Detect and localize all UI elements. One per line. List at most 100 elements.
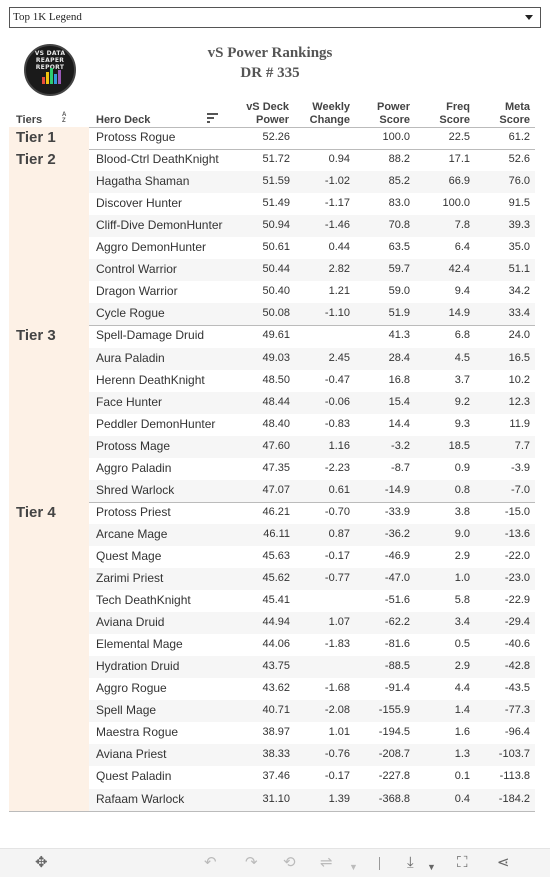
chevron-down-icon[interactable] xyxy=(525,15,533,20)
power-score-cell: 59.7 xyxy=(388,263,410,276)
deck-name: Protoss Priest xyxy=(96,504,171,519)
table-row[interactable]: Rafaam Warlock 31.10 1.39 -368.8 0.4 -184.2 xyxy=(89,788,535,811)
table-row[interactable]: Quest Mage 45.63 -0.17 -46.9 2.9 -22.0 xyxy=(89,546,535,568)
redo-icon[interactable]: ↷ xyxy=(245,854,258,871)
tier-divider xyxy=(9,501,535,503)
table-row[interactable]: Protoss Mage 47.60 1.16 -3.2 18.5 7.7 xyxy=(89,435,535,458)
deck-power-cell: 49.61 xyxy=(262,329,290,342)
tier-divider xyxy=(9,325,535,327)
table-row[interactable]: Herenn DeathKnight 48.50 -0.47 16.8 3.7 10.2 xyxy=(89,370,535,392)
header-hero-deck[interactable]: Hero Deck xyxy=(96,114,151,126)
table-row[interactable]: Control Warrior 50.44 2.82 59.7 42.4 51.1 xyxy=(89,259,535,282)
table-row[interactable]: Cycle Rogue 50.08 -1.10 51.9 14.9 33.4 xyxy=(89,303,535,326)
deck-name: Maestra Rogue xyxy=(96,725,179,740)
table-row[interactable]: Aggro Rogue 43.62 -1.68 -91.4 4.4 -43.5 xyxy=(89,678,535,700)
sort-descending-icon[interactable] xyxy=(207,113,218,123)
weekly-change-cell: 1.07 xyxy=(328,616,350,629)
weekly-change-cell: -0.76 xyxy=(324,748,350,761)
deck-power-cell: 38.33 xyxy=(262,748,290,761)
deck-name: Aviana Druid xyxy=(96,615,165,630)
header-deck-power[interactable]: vS Deck Power xyxy=(246,101,289,126)
power-score-cell: -8.7 xyxy=(391,461,410,474)
table-row[interactable]: Dragon Warrior 50.40 1.21 59.0 9.4 34.2 xyxy=(89,281,535,303)
table-row[interactable]: Face Hunter 48.44 -0.06 15.4 9.2 12.3 xyxy=(89,391,535,414)
undo-icon[interactable]: ↶ xyxy=(204,854,217,871)
deck-name: Blood-Ctrl DeathKnight xyxy=(96,152,219,167)
power-score-cell: 14.4 xyxy=(388,417,410,430)
table-row[interactable]: Discover Hunter 51.49 -1.17 83.0 100.0 91.5 xyxy=(89,193,535,215)
table-row[interactable]: Arcane Mage 46.11 0.87 -36.2 9.0 -13.6 xyxy=(89,523,535,546)
power-score-cell: -81.6 xyxy=(384,638,410,651)
freq-score-cell: 1.4 xyxy=(454,704,470,717)
header-freq-score[interactable]: Freq Score xyxy=(439,101,470,126)
share-icon[interactable]: ⋖ xyxy=(497,854,510,871)
header-weekly-change[interactable]: Weekly Change xyxy=(309,101,350,126)
freq-score-cell: 9.3 xyxy=(454,417,470,430)
table-row[interactable]: Tech DeathKnight 45.41 -51.6 5.8 -22.9 xyxy=(89,590,535,612)
table-row[interactable]: Maestra Rogue 38.97 1.01 -194.5 1.6 -96.4 xyxy=(89,722,535,744)
tier-block xyxy=(9,325,89,502)
table-row[interactable]: Blood-Ctrl DeathKnight 51.72 0.94 88.2 17.1 5… xyxy=(89,149,535,171)
meta-score-cell: 39.3 xyxy=(508,219,530,232)
weekly-change-cell: -0.70 xyxy=(324,505,350,518)
table-row[interactable]: Elemental Mage 44.06 -1.83 -81.6 0.5 -40.6 xyxy=(89,634,535,656)
deck-name: Tech DeathKnight xyxy=(96,593,191,608)
table-row[interactable]: Spell-Damage Druid 49.61 41.3 6.8 24.0 xyxy=(89,325,535,347)
table-row[interactable]: Protoss Priest 46.21 -0.70 -33.9 3.8 -15.0 xyxy=(89,502,535,524)
power-score-cell: 63.5 xyxy=(388,241,410,254)
fullscreen-icon[interactable]: ⛶ xyxy=(457,854,468,871)
download-icon[interactable]: ⤓ xyxy=(407,854,414,871)
table-row[interactable]: Hagatha Shaman 51.59 -1.02 85.2 66.9 76.0 xyxy=(89,171,535,194)
tier-label: Tier 2 xyxy=(16,151,56,169)
deck-name: Aura Paladin xyxy=(96,350,165,365)
refresh-dropdown-icon[interactable]: ▼ xyxy=(349,862,358,872)
deck-name: Arcane Mage xyxy=(96,526,168,541)
meta-score-cell: 7.7 xyxy=(514,439,530,452)
table-row[interactable]: Aviana Druid 44.94 1.07 -62.2 3.4 -29.4 xyxy=(89,612,535,635)
power-score-cell: -194.5 xyxy=(378,726,410,739)
table-row[interactable]: Shred Warlock 47.07 0.61 -14.9 0.8 -7.0 xyxy=(89,479,535,502)
table-row[interactable]: Cliff-Dive DemonHunter 50.94 -1.46 70.8 7.8 3… xyxy=(89,215,535,238)
meta-score-cell: 52.6 xyxy=(508,153,530,166)
sort-az-icon[interactable]: A Z xyxy=(62,112,67,124)
weekly-change-cell: -1.68 xyxy=(324,682,350,695)
weekly-change-cell: -0.17 xyxy=(324,770,350,783)
header-meta-score[interactable]: Meta Score xyxy=(499,101,530,126)
weekly-change-cell: -1.83 xyxy=(324,638,350,651)
header-tiers[interactable]: Tiers xyxy=(16,114,43,126)
table-row[interactable]: Aggro DemonHunter 50.61 0.44 63.5 6.4 35.0 xyxy=(89,237,535,259)
power-score-cell: -88.5 xyxy=(384,660,410,673)
legend-filter-dropdown[interactable]: Top 1K Legend xyxy=(9,7,541,28)
deck-power-cell: 47.07 xyxy=(262,483,290,496)
weekly-change-cell: 2.82 xyxy=(328,263,350,276)
weekly-change-cell: 1.39 xyxy=(328,792,350,805)
download-dropdown-icon[interactable]: ▼ xyxy=(427,862,436,872)
legend-filter-value: Top 1K Legend xyxy=(13,11,82,23)
deck-name: Control Warrior xyxy=(96,262,177,277)
power-score-cell: 59.0 xyxy=(388,285,410,298)
table-row[interactable]: Aura Paladin 49.03 2.45 28.4 4.5 16.5 xyxy=(89,347,535,370)
table-row[interactable]: Hydration Druid 43.75 -88.5 2.9 -42.8 xyxy=(89,656,535,679)
table-row[interactable]: Protoss Rogue 52.26 100.0 22.5 61.2 xyxy=(89,127,535,149)
revert-icon[interactable]: ⟲ xyxy=(283,854,296,871)
table-row[interactable]: Aggro Paladin 47.35 -2.23 -8.7 0.9 -3.9 xyxy=(89,458,535,480)
table-row[interactable]: Peddler DemonHunter 48.40 -0.83 14.4 9.3 11.9 xyxy=(89,414,535,436)
freq-score-cell: 9.2 xyxy=(454,395,470,408)
refresh-icon[interactable]: ⇌ xyxy=(320,854,333,871)
tier-block xyxy=(9,149,89,326)
power-score-cell: -368.8 xyxy=(378,792,410,805)
table-row[interactable]: Spell Mage 40.71 -2.08 -155.9 1.4 -77.3 xyxy=(89,700,535,723)
freq-score-cell: 3.8 xyxy=(454,505,470,518)
power-score-cell: -14.9 xyxy=(384,483,410,496)
deck-power-cell: 44.94 xyxy=(262,616,290,629)
deck-power-cell: 44.06 xyxy=(262,638,290,651)
table-row[interactable]: Quest Paladin 37.46 -0.17 -227.8 0.1 -113.8 xyxy=(89,766,535,788)
table-row[interactable]: Zarimi Priest 45.62 -0.77 -47.0 1.0 -23.0 xyxy=(89,568,535,590)
meta-score-cell: 16.5 xyxy=(508,351,530,364)
header-power-score[interactable]: Power Score xyxy=(376,101,410,126)
table-row[interactable]: Aviana Priest 38.33 -0.76 -208.7 1.3 -103.7 xyxy=(89,744,535,767)
meta-score-cell: -113.8 xyxy=(499,770,530,783)
move-icon[interactable]: ✥ xyxy=(35,854,48,871)
freq-score-cell: 14.9 xyxy=(448,307,470,320)
deck-name: Dragon Warrior xyxy=(96,284,178,299)
